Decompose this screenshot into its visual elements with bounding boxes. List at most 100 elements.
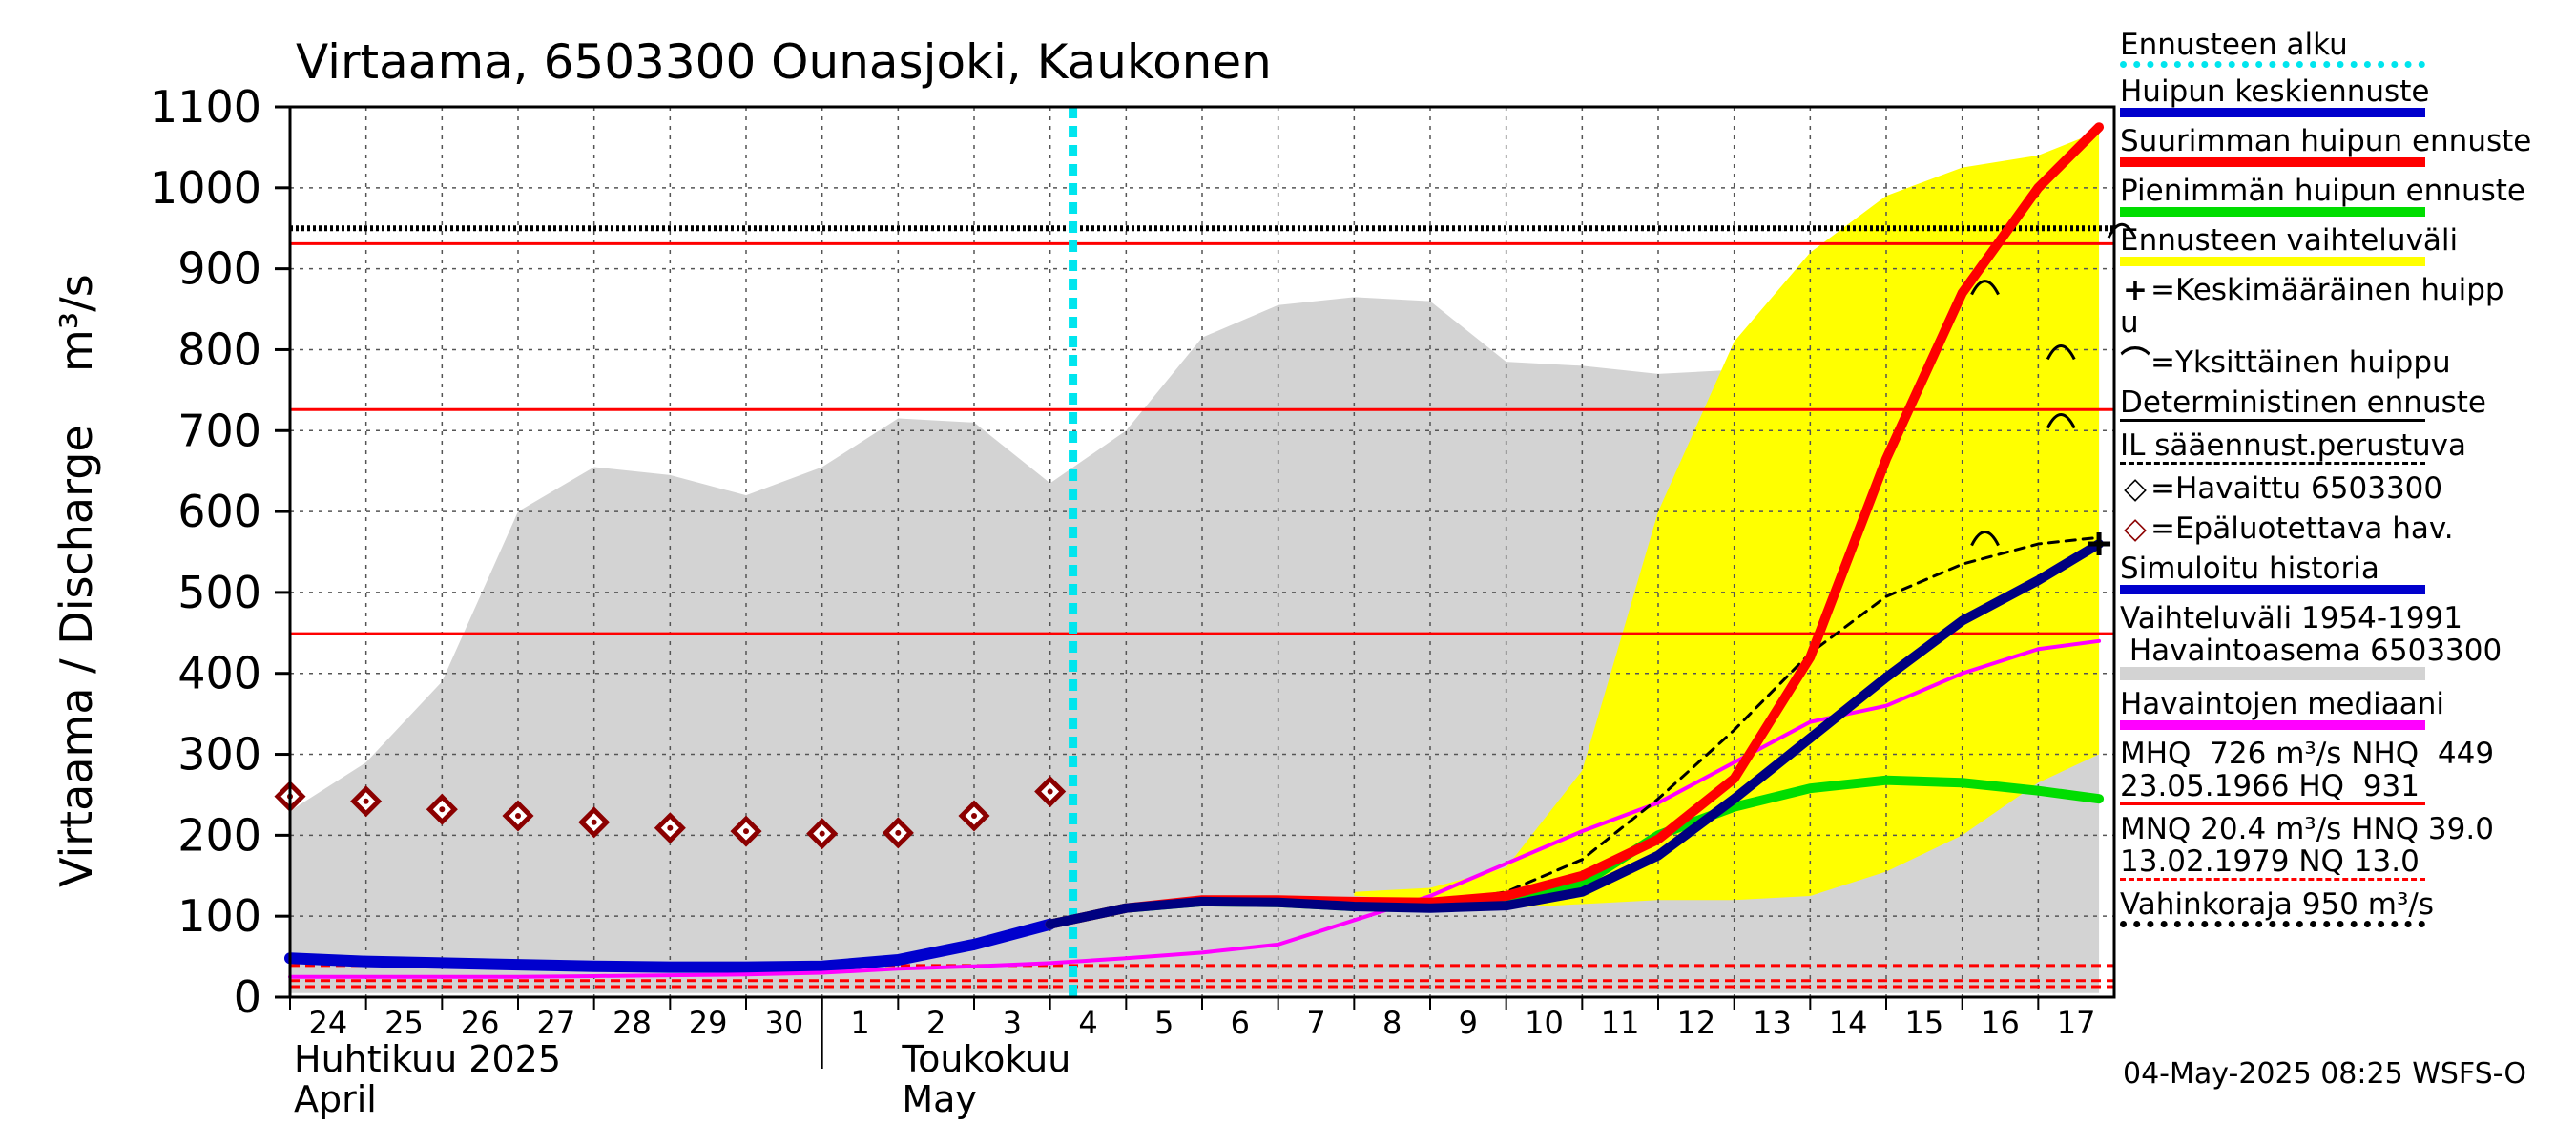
y-tick-label: 600 <box>177 486 261 537</box>
y-tick-label: 800 <box>177 323 261 375</box>
y-axis-label: Virtaama / Discharge <box>51 425 102 887</box>
observed-point-center <box>971 813 977 820</box>
legend-label: Vaihteluväli 1954-1991 Havaintoasema 650… <box>2120 601 2503 668</box>
legend-swatch <box>2120 878 2425 881</box>
legend-swatch <box>2120 720 2425 730</box>
legend-swatch <box>2120 667 2425 680</box>
x-tick-label: 10 <box>1525 1005 1564 1041</box>
x-tick-label: 24 <box>308 1005 347 1041</box>
y-tick-label: 200 <box>177 809 261 861</box>
month-label-fi: Toukokuu <box>901 1038 1070 1080</box>
legend-label: IL sääennust.perustuva <box>2120 428 2467 463</box>
series-line-huipun-keskiennuste <box>1045 539 2105 929</box>
legend-label: MHQ 726 m³/s NHQ 449 23.05.1966 HQ 931 <box>2120 737 2495 803</box>
y-axis-unit: m³/s <box>51 274 102 372</box>
x-tick-label: 13 <box>1753 1005 1792 1041</box>
legend-label: Havaintojen mediaani <box>2120 687 2445 721</box>
forecast-range-band <box>1354 131 2100 908</box>
legend-item: Vahinkoraja 950 m³/s <box>2120 888 2568 927</box>
single-peak-marker <box>1970 280 2000 296</box>
legend-item: ◇ =Havaittu 6503300 <box>2120 472 2568 505</box>
legend-label: MNQ 20.4 m³/s HNQ 39.0 13.02.1979 NQ 13.… <box>2120 812 2494 879</box>
x-tick-label: 8 <box>1382 1005 1402 1041</box>
legend-marker-icon: + <box>2123 273 2148 307</box>
legend-label: ◇ =Epäluotettava hav. <box>2120 512 2568 545</box>
series-line-havaintojen-mediaani <box>288 638 2102 979</box>
x-tick-label: 11 <box>1601 1005 1640 1041</box>
x-tick-label: 2 <box>926 1005 945 1041</box>
y-tick-label: 300 <box>177 729 261 781</box>
mean-peak-marker <box>2088 532 2111 556</box>
single-peak-marker <box>1970 531 2000 547</box>
x-tick-label: 4 <box>1078 1005 1097 1041</box>
legend-swatch <box>2120 585 2425 594</box>
y-tick-label: 100 <box>177 890 261 942</box>
legend-label: Ennusteen vaihteluväli <box>2120 223 2459 258</box>
legend-item: Suurimman huipun ennuste <box>2120 125 2568 167</box>
legend-item: Vaihteluväli 1954-1991 Havaintoasema 650… <box>2120 602 2568 680</box>
legend-item: MHQ 726 m³/s NHQ 449 23.05.1966 HQ 931 <box>2120 738 2568 805</box>
legend-label: ◇ =Havaittu 6503300 <box>2120 472 2568 505</box>
month-label-en: April <box>294 1078 377 1120</box>
legend-swatch <box>2120 921 2425 927</box>
legend-label: Huipun keskiennuste <box>2120 74 2430 109</box>
x-tick-label: 27 <box>536 1005 575 1041</box>
y-tick-label: 500 <box>177 567 261 618</box>
legend-item: Havaintojen mediaani <box>2120 688 2568 730</box>
observed-point-center <box>819 830 825 837</box>
x-tick-label: 1 <box>850 1005 869 1041</box>
legend-swatch <box>2120 419 2425 422</box>
legend-item: +=Keskimääräinen huipp u <box>2120 274 2568 339</box>
month-label-fi: Huhtikuu 2025 <box>294 1038 561 1080</box>
legend-item: Huipun keskiennuste <box>2120 75 2568 117</box>
legend-swatch <box>2120 157 2425 167</box>
x-tick-label: 14 <box>1829 1005 1868 1041</box>
x-tick-label: 29 <box>689 1005 728 1041</box>
legend-marker-icon: ◇ <box>2124 471 2147 506</box>
y-tick-label: 700 <box>177 405 261 456</box>
legend-label: Simuloitu historia <box>2120 552 2379 586</box>
legend-swatch <box>2120 257 2425 266</box>
single-peak-marker <box>2107 222 2137 239</box>
x-tick-label: 7 <box>1306 1005 1325 1041</box>
x-tick-label: 30 <box>764 1005 803 1041</box>
legend-item: MNQ 20.4 m³/s HNQ 39.0 13.02.1979 NQ 13.… <box>2120 813 2568 881</box>
x-tick-label: 17 <box>2057 1005 2096 1041</box>
month-label-en: May <box>902 1078 977 1120</box>
observed-point-center <box>895 829 902 836</box>
legend-label: +=Keskimääräinen huipp u <box>2120 273 2504 340</box>
legend-label: Deterministinen ennuste <box>2120 385 2486 420</box>
legend-item: Ennusteen alku <box>2120 29 2568 68</box>
legend-label: Vahinkoraja 950 m³/s <box>2120 887 2434 922</box>
observed-point-center <box>1047 788 1053 795</box>
legend-item: ◇ =Epäluotettava hav. <box>2120 512 2568 545</box>
x-tick-label: 16 <box>1981 1005 2020 1041</box>
legend-item: ⌒=Yksittäinen huippu <box>2120 346 2568 379</box>
x-tick-label: 26 <box>461 1005 500 1041</box>
observed-point-center <box>515 813 521 820</box>
legend-label: ⌒=Yksittäinen huippu <box>2120 345 2451 380</box>
observed-point-center <box>743 828 749 835</box>
chart-title: Virtaama, 6503300 Ounasjoki, Kaukonen <box>296 34 1272 90</box>
timestamp-footer: 04-May-2025 08:25 WSFS-O <box>2123 1057 2526 1091</box>
legend-label: Ennusteen alku <box>2120 28 2348 62</box>
legend-item: Simuloitu historia <box>2120 552 2568 594</box>
y-tick-label: 1000 <box>150 162 261 214</box>
legend-swatch <box>2120 802 2425 805</box>
legend-item: Deterministinen ennuste <box>2120 386 2568 422</box>
y-tick-label: 900 <box>177 243 261 295</box>
legend-swatch <box>2120 207 2425 217</box>
legend-item: IL sääennust.perustuva <box>2120 429 2568 465</box>
single-peak-marker <box>2046 344 2076 361</box>
observed-point-center <box>667 824 674 831</box>
x-tick-label: 9 <box>1459 1005 1478 1041</box>
legend-marker-icon: ⌒ <box>2120 345 2150 380</box>
x-tick-label: 15 <box>1904 1005 1943 1041</box>
legend-item: Ennusteen vaihteluväli <box>2120 224 2568 266</box>
x-tick-label: 28 <box>613 1005 652 1041</box>
y-tick-label: 0 <box>234 971 261 1023</box>
x-tick-label: 12 <box>1676 1005 1715 1041</box>
legend-item: Pienimmän huipun ennuste <box>2120 175 2568 217</box>
legend-swatch <box>2120 462 2425 465</box>
single-peak-marker <box>2046 413 2076 429</box>
